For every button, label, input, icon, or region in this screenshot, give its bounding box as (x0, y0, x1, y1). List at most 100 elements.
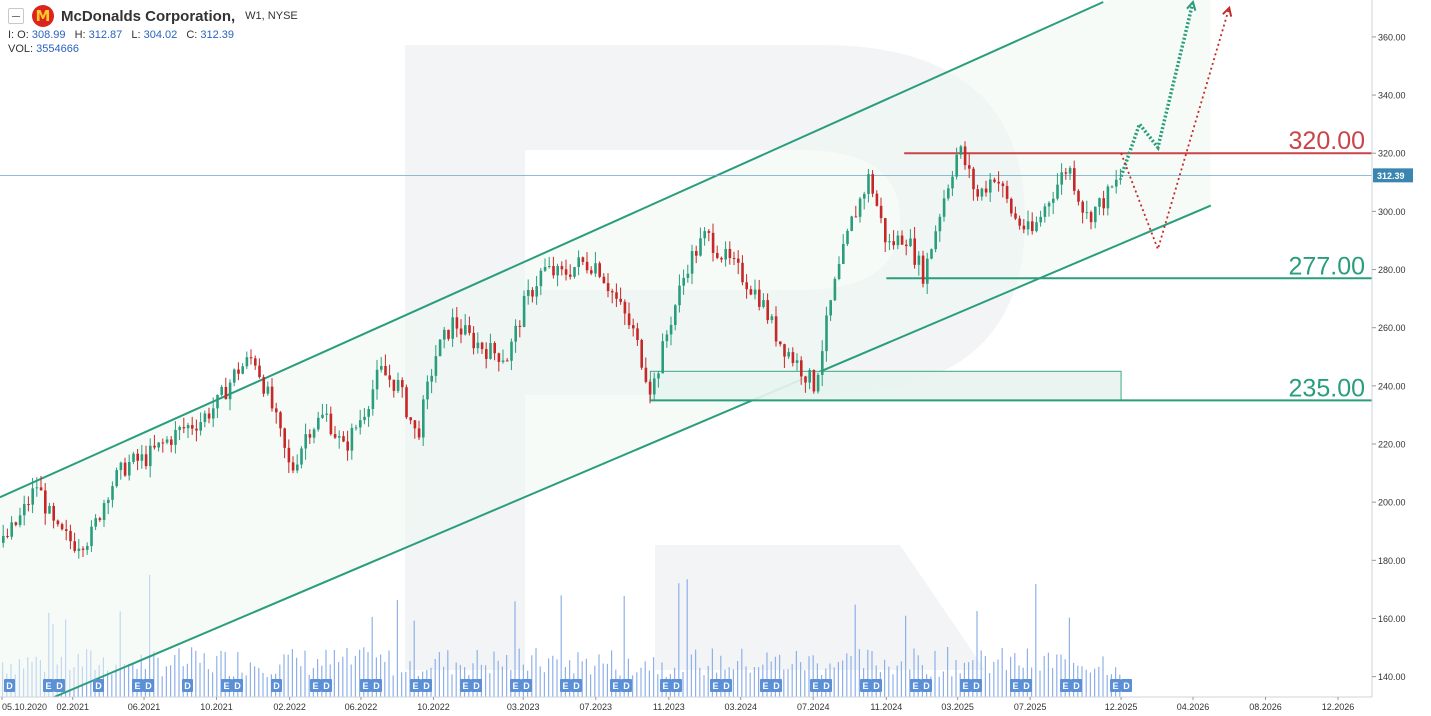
candle-body (648, 381, 652, 395)
candle-body (531, 290, 534, 297)
candle-body (451, 317, 454, 339)
candle-body (942, 198, 946, 217)
candle-body (1115, 179, 1118, 187)
candle-body (300, 448, 303, 465)
volume-bar (749, 672, 751, 697)
candle-body (787, 352, 790, 357)
candle-body (212, 408, 215, 419)
volume-bar (737, 661, 739, 697)
volume-bar (783, 669, 785, 697)
candle-body (615, 292, 618, 299)
volume-bar (938, 676, 940, 697)
candle-body (879, 205, 883, 219)
event-marker-badge (610, 679, 621, 692)
candle-body (564, 269, 568, 275)
candle-body (871, 174, 874, 194)
candle-body (867, 174, 870, 194)
candle-body (1085, 212, 1089, 214)
candle-body (749, 289, 753, 295)
volume-bar (1047, 652, 1049, 697)
volume-bar (951, 676, 953, 697)
event-marker-label: D (873, 681, 880, 691)
volume-bar (560, 595, 562, 697)
candle-body (548, 266, 551, 268)
candle-body (1031, 221, 1034, 232)
volume-bar (812, 655, 814, 697)
candle-body (741, 262, 744, 283)
volume-bar (745, 666, 747, 697)
event-marker-label: D (273, 681, 280, 691)
candle-body (1077, 190, 1080, 202)
event-marker-label: D (923, 681, 930, 691)
symbol-row: M McDonalds Corporation, W1, NYSE (8, 4, 298, 28)
candle-body (329, 413, 333, 435)
candle-body (262, 377, 265, 394)
volume-bar (237, 652, 239, 697)
volume-bar (640, 667, 642, 697)
volume-bar (909, 669, 911, 697)
event-marker-badge (1071, 679, 1082, 692)
volume-bar (207, 669, 209, 697)
candle-body (921, 255, 925, 284)
volume-bar (489, 673, 491, 697)
candle-body (896, 235, 900, 246)
event-marker-label: E (462, 681, 468, 691)
chart-header: M McDonalds Corporation, W1, NYSE I: O: … (8, 4, 298, 56)
candle-body (858, 198, 862, 217)
candle-body (779, 341, 782, 345)
candle-body (497, 353, 501, 362)
event-marker-label: E (562, 681, 568, 691)
candle-body (44, 490, 47, 514)
candle-body (174, 430, 177, 445)
event-marker-badge (360, 679, 371, 692)
time-tick-label: 02.2021 (56, 702, 89, 712)
candle-body (581, 257, 585, 262)
event-marker-label: D (56, 681, 63, 691)
time-tick-label: 02.2022 (273, 702, 306, 712)
volume-bar (333, 650, 335, 697)
candle-body (783, 344, 786, 357)
candle-body (98, 518, 102, 520)
candle-body (510, 341, 513, 361)
volume-bar (800, 662, 802, 697)
volume-bar (720, 655, 722, 697)
candle-body (493, 343, 496, 354)
volume-bar (451, 674, 453, 697)
event-marker-label: D (823, 681, 830, 691)
volume-bar (375, 657, 377, 697)
candle-body (1119, 178, 1122, 180)
volume-value: 3554666 (36, 43, 79, 55)
candle-body (737, 258, 740, 263)
volume-bar (984, 655, 986, 697)
volume-bar (833, 667, 835, 697)
volume-bar (997, 659, 999, 697)
candle-body (972, 168, 975, 190)
volume-bar (837, 662, 839, 697)
candle-body (585, 261, 589, 271)
event-marker-label: D (1073, 681, 1080, 691)
level-label: 320.00 (1289, 127, 1365, 155)
time-tick-label: 12.2026 (1322, 702, 1355, 712)
support-zone (649, 370, 1122, 401)
volume-bar (888, 666, 890, 697)
event-marker-label: D (184, 681, 191, 691)
candle-body (333, 434, 337, 438)
candle-body (468, 325, 471, 333)
event-marker-badge (860, 679, 871, 692)
candle-body (1060, 172, 1063, 185)
time-axis-bg (0, 697, 1431, 716)
volume-bar (170, 665, 172, 697)
volume-bar (140, 654, 142, 697)
candle-body (283, 428, 286, 448)
volume-bar (1102, 656, 1104, 697)
volume-bar (808, 656, 810, 697)
volume-bar (535, 648, 537, 697)
collapse-icon[interactable] (8, 8, 24, 24)
volume-bar (741, 648, 743, 697)
candle-body (674, 305, 677, 325)
candle-body (905, 244, 908, 247)
candle-body (35, 487, 39, 489)
volume-bar (556, 659, 558, 697)
candle-body (123, 462, 127, 476)
